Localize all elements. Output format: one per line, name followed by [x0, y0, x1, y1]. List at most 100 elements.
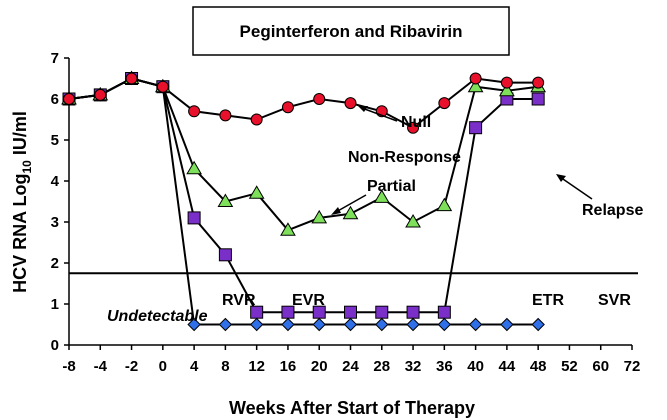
data-point-svr [343, 317, 358, 332]
nonresponse-label: Non-Response [348, 149, 461, 166]
chart-title-box: Peginterferon and Ribavirin [192, 6, 510, 56]
data-point-relapse [187, 211, 201, 225]
relapse-arrowhead [556, 174, 566, 182]
data-point-svr [187, 317, 201, 332]
y-tick-label: 5 [51, 132, 59, 149]
data-point-null [438, 97, 451, 110]
data-point-relapse [469, 121, 483, 135]
x-tick-label: -2 [125, 358, 138, 375]
data-point-null [407, 121, 420, 134]
data-point-partial [436, 197, 453, 212]
y-axis-label: HCV RNA Log10 IU/ml [10, 111, 34, 293]
y-tick-label: 3 [51, 214, 59, 231]
y-tick-label: 7 [51, 50, 59, 67]
data-point-null [532, 76, 545, 89]
data-point-relapse [406, 305, 420, 319]
relapse-label: Relapse [582, 202, 643, 219]
relapse-arrow [559, 176, 593, 200]
x-tick-label: 60 [592, 358, 609, 375]
null-label: Null [401, 114, 431, 131]
null-arrow [361, 107, 398, 122]
data-point-svr [406, 317, 420, 332]
series-line-null [68, 77, 539, 129]
data-point-svr [218, 317, 233, 332]
data-point-null [94, 88, 107, 101]
data-point-partial [186, 160, 202, 175]
partial-arrowhead [331, 207, 341, 215]
svr-label: SVR [598, 292, 631, 309]
evr-label: EVR [292, 292, 325, 309]
y-axis-label-subscript: 10 [20, 160, 34, 174]
data-point-partial [217, 193, 234, 207]
data-point-relapse [375, 305, 389, 319]
data-point-svr [468, 317, 483, 332]
x-axis-label: Weeks After Start of Therapy [229, 398, 475, 418]
y-tick-label: 2 [51, 255, 59, 272]
x-tick-label: 28 [373, 358, 390, 375]
data-point-relapse [250, 305, 264, 319]
partial-arrow [335, 194, 367, 213]
data-point-relapse [437, 305, 451, 319]
chart-title: Peginterferon and Ribavirin [240, 22, 463, 41]
x-tick-label: 48 [530, 358, 547, 375]
x-tick-label: 20 [311, 358, 328, 375]
annotations: Null Non-Response Partial Relapse Undete… [107, 106, 643, 325]
data-point-partial [311, 209, 328, 224]
data-point-partial [248, 185, 265, 199]
data-point-relapse [281, 305, 295, 319]
data-point-null [344, 97, 357, 110]
data-point-svr [375, 317, 389, 332]
x-tick-label: 4 [190, 358, 199, 375]
data-point-null [500, 76, 513, 89]
data-point-null [156, 80, 169, 93]
data-point-relapse [312, 305, 326, 319]
rvr-label: RVR [222, 292, 256, 309]
x-tick-label: -8 [62, 358, 75, 375]
data-point-partial [342, 205, 359, 220]
x-tick-label: 32 [405, 358, 422, 375]
x-tick-label: 36 [436, 358, 453, 375]
y-tick-label: 6 [51, 91, 59, 108]
data-point-partial [467, 78, 484, 93]
y-tick-label: 0 [51, 337, 59, 354]
partial-label: Partial [367, 178, 416, 195]
series-layer [61, 70, 547, 332]
data-point-null [313, 93, 326, 105]
data-point-relapse [344, 305, 357, 319]
data-point-svr [281, 317, 295, 332]
null-arrowhead [358, 106, 368, 112]
series-line-partial [68, 77, 539, 232]
data-point-svr [249, 317, 264, 332]
series-partial [68, 77, 539, 232]
series-null [68, 77, 539, 129]
data-point-relapse [218, 248, 232, 262]
series-markers-null [63, 72, 545, 134]
data-point-null [250, 113, 263, 126]
x-tick-label: 0 [159, 358, 167, 375]
data-point-partial [405, 214, 421, 228]
y-tick-label: 4 [51, 173, 60, 190]
data-point-null [469, 72, 482, 85]
data-point-svr [312, 317, 326, 332]
data-point-null [188, 105, 201, 118]
x-tick-label: 8 [221, 358, 229, 375]
x-tick-label: -4 [94, 358, 108, 375]
series-markers-relapse [62, 72, 545, 319]
x-tick-label: 40 [467, 358, 484, 375]
data-point-svr [531, 317, 545, 332]
x-tick-label: 52 [561, 358, 578, 375]
data-point-svr [437, 317, 452, 332]
x-tick-label: 72 [624, 358, 641, 375]
data-point-null [219, 109, 232, 122]
data-point-null [63, 93, 75, 105]
data-point-partial [499, 82, 515, 97]
x-tick-label: 16 [280, 358, 297, 375]
etr-label: ETR [532, 292, 564, 309]
data-point-partial [373, 189, 390, 203]
data-point-relapse [531, 92, 545, 106]
data-point-partial [280, 222, 296, 236]
data-point-null [125, 72, 138, 85]
y-tick-label: 1 [51, 296, 59, 313]
